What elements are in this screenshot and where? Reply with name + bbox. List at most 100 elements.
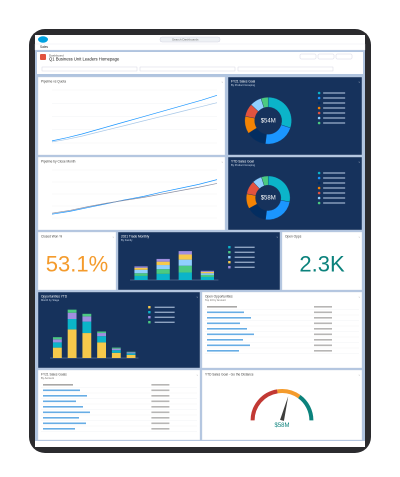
legend-text (323, 177, 346, 179)
filter[interactable] (139, 66, 236, 72)
line-series (51, 179, 218, 215)
donut-slice (261, 175, 269, 186)
gauge-band (298, 394, 314, 421)
panel-title: Open Opps (285, 234, 302, 238)
gauge-needle (280, 396, 289, 421)
cell-text (151, 384, 170, 386)
legend-text (323, 182, 346, 184)
legend-text (154, 311, 175, 313)
legend-swatch (228, 261, 231, 264)
button[interactable] (317, 53, 335, 60)
button[interactable] (299, 53, 317, 60)
panel-title: Open Opportunities (205, 294, 233, 298)
legend-swatch (317, 116, 321, 120)
panel (37, 156, 226, 231)
legend-swatch (317, 191, 321, 195)
filter[interactable] (41, 66, 138, 72)
filter[interactable] (237, 66, 334, 72)
legend-text (154, 321, 175, 323)
panel-menu[interactable]: ⌄ (276, 234, 279, 238)
utility-bar (35, 441, 365, 447)
line-series (51, 183, 218, 214)
legend-swatch (317, 201, 321, 205)
bar-segment (178, 251, 192, 255)
legend-swatch (148, 306, 151, 309)
donut-slice (260, 97, 269, 108)
panel-title: Closed Won % (41, 234, 62, 238)
cell-text (314, 344, 332, 347)
legend-swatch (228, 266, 231, 269)
cell-text (43, 400, 76, 403)
panel-menu[interactable]: ⌄ (221, 79, 224, 83)
bar-segment (82, 333, 92, 358)
panel-menu[interactable]: ⌄ (112, 234, 115, 238)
bar-segment (126, 354, 136, 358)
bar-segment (134, 273, 148, 276)
nav-bar (34, 43, 366, 51)
bar-segment (134, 266, 148, 268)
legend-text (323, 122, 346, 124)
legend-text (234, 256, 255, 258)
bar-segment (134, 267, 148, 270)
panel (281, 231, 363, 291)
panel-title: FY21 Sales Goal (231, 79, 255, 83)
panel-menu[interactable]: ⌄ (358, 159, 361, 163)
cell-text (43, 395, 87, 397)
logo[interactable] (38, 36, 48, 43)
bar-segment (111, 350, 121, 353)
bar-segment (82, 316, 92, 322)
legend-swatch (228, 256, 231, 259)
cell-text (314, 306, 332, 308)
panel-menu[interactable]: ⌄ (196, 372, 199, 376)
panel-subtitle: By Account (41, 376, 54, 380)
app-name[interactable]: Sales (40, 45, 48, 49)
bar-segment (134, 269, 148, 274)
panel (117, 231, 281, 291)
button[interactable] (335, 53, 353, 60)
search-placeholder[interactable]: Search Dashboards (172, 37, 199, 41)
bar-segment (134, 275, 148, 280)
bar-segment (178, 265, 192, 273)
cell-text (151, 389, 170, 392)
cell-text (314, 350, 332, 352)
panel-menu[interactable]: ⌄ (358, 79, 361, 83)
panel-menu[interactable]: ⌄ (196, 294, 199, 298)
cell-text (43, 411, 90, 414)
cell-text (207, 333, 254, 336)
legend-swatch (317, 186, 321, 190)
cell-text (314, 339, 332, 341)
legend-text (234, 246, 255, 248)
cell-text (207, 317, 251, 319)
bar-segment (67, 312, 77, 319)
bar-segment (67, 329, 77, 358)
bar-segment (200, 273, 215, 275)
panel-menu[interactable]: ⌄ (221, 159, 224, 163)
panel-subtitle: By Family (121, 238, 133, 242)
cell-text (207, 339, 243, 341)
metric-value: 2.3K (299, 251, 345, 276)
search-box[interactable] (159, 36, 221, 43)
legend-swatch (317, 196, 321, 200)
cell-text (151, 395, 170, 397)
panel-menu[interactable]: ⌄ (358, 372, 361, 376)
panel-title: Pipeline vs Quota (41, 79, 66, 83)
legend-text (323, 112, 346, 114)
panel-menu[interactable]: ⌄ (358, 234, 361, 238)
gauge-value: $58M (274, 423, 289, 429)
cell-text (43, 406, 83, 408)
cell-text (314, 317, 332, 319)
bar-segment (126, 351, 136, 353)
cell-text (207, 344, 250, 347)
legend-swatch (228, 246, 231, 249)
panel (201, 291, 363, 369)
legend-swatch (228, 251, 231, 254)
cell-text (207, 311, 244, 314)
legend-swatch (317, 96, 321, 100)
bar-segment (97, 333, 107, 337)
cell-text (151, 400, 170, 403)
panel (37, 231, 117, 291)
panel-menu[interactable]: ⌄ (358, 294, 361, 298)
